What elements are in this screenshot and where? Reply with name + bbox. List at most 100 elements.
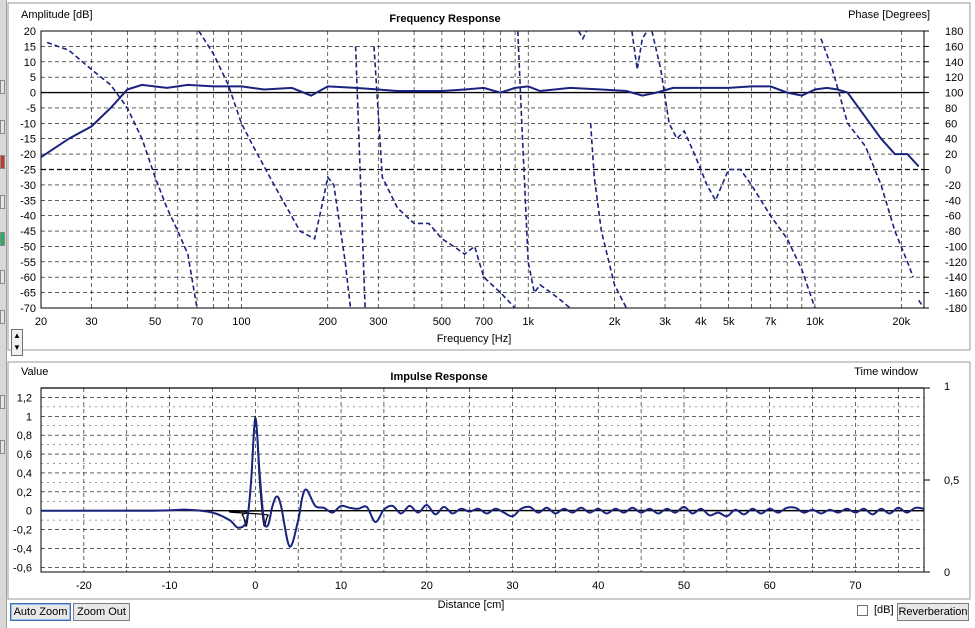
y-tick-label: -60 (20, 272, 36, 284)
toolbar-tab[interactable] (0, 80, 5, 94)
y-tick-label: -30 (20, 180, 36, 192)
x-tick-label: -20 (76, 580, 92, 592)
x-tick-label: 30 (506, 580, 518, 592)
toolbar-tab[interactable] (0, 395, 5, 409)
left-toolbar-strip (0, 0, 7, 628)
y-tick-label: -0,4 (13, 543, 32, 555)
x-tick-label: 5k (723, 316, 735, 328)
toolbar-tab[interactable] (0, 310, 5, 324)
y-tick-label: 0,2 (17, 487, 32, 499)
y-tick-label: -35 (20, 195, 36, 207)
x-tick-label: 3k (659, 316, 671, 328)
y-tick-label: -15 (20, 134, 36, 146)
x-tick-label: 1k (522, 316, 534, 328)
phase-curve-segment (198, 31, 352, 308)
toolbar-tab[interactable] (0, 440, 5, 454)
y2-tick-label: -180 (945, 303, 967, 315)
phase-curve-segment (46, 41, 198, 308)
y-tick-label: -65 (20, 288, 36, 300)
y-tick-label: -25 (20, 165, 36, 177)
x-tick-label: 20k (892, 316, 910, 328)
x-tick-label: 30 (85, 316, 97, 328)
y-tick-label: 0 (30, 88, 36, 100)
y-tick-label: -50 (20, 241, 36, 253)
x-tick-label: 10k (806, 316, 824, 328)
axis-scale-spinner[interactable]: ▲ ▼ (11, 329, 23, 356)
y-tick-label: 1,2 (17, 392, 32, 404)
y2-axis-label: Phase [Degrees] (848, 9, 930, 21)
toolbar-tab[interactable] (0, 120, 5, 134)
impulse-panel-frame (7, 361, 971, 600)
reverberation-button[interactable]: Reverberation (897, 603, 969, 621)
x-tick-label: 500 (433, 316, 451, 328)
y2-tick-label: 0 (945, 165, 951, 177)
toolbar-tab[interactable] (0, 270, 5, 284)
x-tick-label: 50 (678, 580, 690, 592)
y2-tick-label: 60 (945, 118, 957, 130)
y-tick-label: -10 (20, 118, 36, 130)
toolbar-tab[interactable] (0, 195, 5, 209)
y-tick-label: 0,8 (17, 430, 32, 442)
y-tick-label: -5 (26, 103, 36, 115)
y-axis-label: Amplitude [dB] (21, 9, 93, 21)
y2-tick-label: 140 (945, 57, 963, 69)
phase-curve-segment (577, 31, 588, 41)
y2-tick-label: -120 (945, 257, 967, 269)
phase-curve-segment (589, 123, 628, 308)
frequency-response-chart: 20151050-5-10-15-20-25-30-35-40-45-50-55… (7, 2, 971, 351)
db-checkbox[interactable] (857, 605, 868, 616)
x-tick-label: 2k (609, 316, 621, 328)
y-tick-label: 20 (24, 26, 36, 38)
phase-curve-segment (354, 46, 366, 308)
y-tick-label: 15 (24, 41, 36, 53)
x-tick-label: 100 (232, 316, 250, 328)
y2-tick-label: 20 (945, 149, 957, 161)
x-tick-label: 300 (369, 316, 387, 328)
toolbar-tab[interactable] (0, 155, 5, 169)
phase-curve-segment (373, 46, 516, 308)
x-tick-label: 200 (319, 316, 337, 328)
y-tick-label: 0 (26, 506, 32, 518)
phase-curve-segment (820, 38, 914, 278)
y-tick-label: 5 (30, 72, 36, 84)
frequency-panel-frame (7, 2, 971, 351)
y2-tick-label: 0,5 (944, 475, 959, 487)
toolbar-tab[interactable] (0, 232, 5, 246)
impulse-response-curve (41, 417, 924, 548)
x-tick-label: 50 (149, 316, 161, 328)
amplitude-curve (41, 83, 920, 168)
y-tick-label: -45 (20, 226, 36, 238)
x-tick-label: 70 (191, 316, 203, 328)
x-tick-label: 7k (765, 316, 777, 328)
y2-tick-label: 100 (945, 88, 963, 100)
y-axis-label: Value (21, 366, 48, 378)
x-tick-label: 70 (849, 580, 861, 592)
x-axis-label: Frequency [Hz] (437, 333, 512, 345)
y2-tick-label: 1 (944, 381, 950, 393)
y2-tick-label: 180 (945, 26, 963, 38)
y2-tick-label: 40 (945, 134, 957, 146)
y2-tick-label: -60 (945, 211, 961, 223)
y2-tick-label: -140 (945, 272, 967, 284)
auto-zoom-button[interactable]: Auto Zoom (10, 603, 71, 621)
y2-tick-label: -80 (945, 226, 961, 238)
db-checkbox-label: [dB] (874, 604, 894, 616)
x-tick-label: 4k (695, 316, 707, 328)
zoom-out-button[interactable]: Zoom Out (73, 603, 130, 621)
y-tick-label: 10 (24, 57, 36, 69)
y2-tick-label: 0 (944, 567, 950, 579)
y-tick-label: -0,2 (13, 525, 32, 537)
x-tick-label: 60 (764, 580, 776, 592)
y-tick-label: 1 (26, 411, 32, 423)
phase-curve-segment (651, 31, 816, 308)
chart-title: Impulse Response (390, 371, 487, 383)
y-tick-label: 0,6 (17, 449, 32, 461)
x-tick-label: -10 (162, 580, 178, 592)
x-tick-label: 700 (475, 316, 493, 328)
y2-tick-label: -20 (945, 180, 961, 192)
y-tick-label: -40 (20, 211, 36, 223)
y-tick-label: -20 (20, 149, 36, 161)
phase-curve-segment (517, 31, 571, 308)
x-tick-label: 10 (335, 580, 347, 592)
y2-tick-label: -40 (945, 195, 961, 207)
